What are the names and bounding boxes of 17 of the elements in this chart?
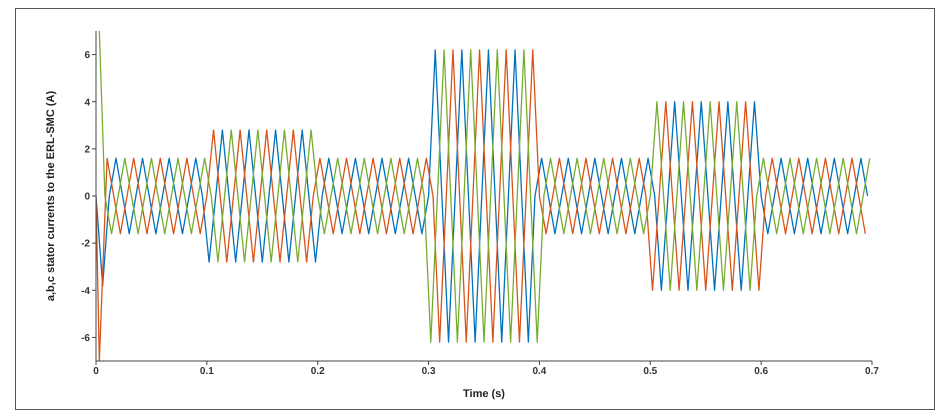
x-tick-label: 0.6 <box>754 366 769 378</box>
y-tick-label: 2 <box>84 144 90 156</box>
y-tick-label: 0 <box>84 192 90 203</box>
x-tick-label: 0.5 <box>643 366 658 378</box>
x-tick-label: 0.2 <box>310 366 326 378</box>
y-tick-label: -2 <box>81 238 90 250</box>
x-axis-title: Time (s) <box>463 388 506 400</box>
x-tick-label: 0.3 <box>422 366 436 378</box>
x-tick-label: 0 <box>93 366 100 378</box>
x-tick-label: 0.7 <box>865 366 880 378</box>
x-tick-label: 0.1 <box>200 366 214 378</box>
y-axis-title: a,b,c stator currents to the ERL-SMC (A) <box>44 90 57 302</box>
y-tick-label: -6 <box>81 332 90 344</box>
x-tick-label: 0.4 <box>532 366 547 378</box>
y-tick-label: -4 <box>81 286 90 297</box>
y-tick-label: 6 <box>84 50 90 62</box>
y-tick-label: 4 <box>84 97 90 108</box>
